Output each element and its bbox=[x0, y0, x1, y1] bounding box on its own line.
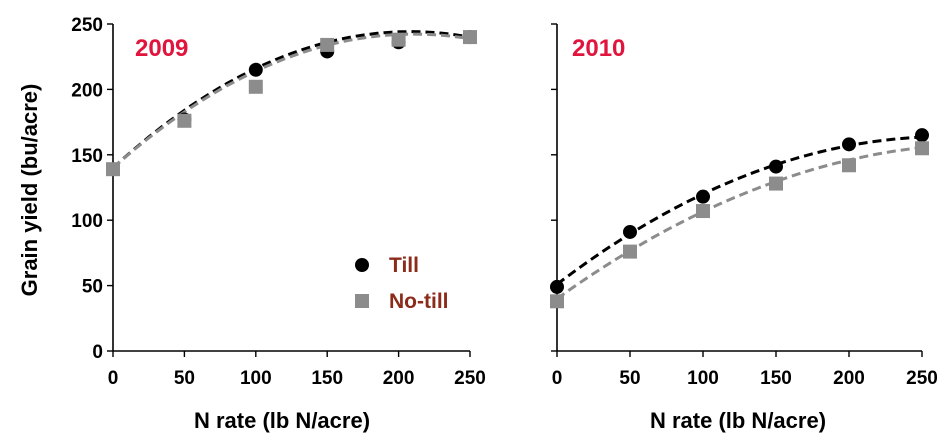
y-tick-label: 50 bbox=[82, 277, 103, 298]
x-tick-label: 50 bbox=[619, 368, 640, 389]
legend-label: Till bbox=[389, 254, 419, 277]
data-point-notill bbox=[696, 204, 710, 219]
x-axis-title-2010: N rate (lb N/acre) bbox=[650, 408, 826, 433]
x-tick-label: 250 bbox=[906, 368, 938, 389]
data-point-till bbox=[550, 279, 564, 294]
y-tick-label: 200 bbox=[71, 80, 103, 101]
x-tick-label: 50 bbox=[174, 368, 195, 389]
y-axis-title: Grain yield (bu/acre) bbox=[17, 84, 42, 297]
fit-curve-no-till bbox=[556, 145, 923, 300]
y-tick-label: 250 bbox=[71, 15, 103, 36]
data-point-notill bbox=[248, 79, 263, 94]
data-point-notill bbox=[463, 30, 477, 45]
data-point-till bbox=[915, 128, 929, 143]
data-point-till bbox=[696, 189, 710, 204]
data-point-notill bbox=[769, 176, 783, 191]
data-point-notill bbox=[106, 162, 120, 177]
x-axis-title-2009: N rate (lb N/acre) bbox=[194, 408, 370, 433]
data-point-notill bbox=[623, 244, 637, 259]
data-point-notill bbox=[550, 294, 564, 309]
x-tick-label: 0 bbox=[552, 368, 563, 389]
data-point-till bbox=[623, 224, 637, 239]
fit-curve-till bbox=[556, 135, 923, 286]
legend: Till No-till bbox=[355, 254, 448, 313]
fit-curve-no-till bbox=[112, 32, 471, 170]
legend-marker-till bbox=[355, 258, 369, 272]
data-point-notill bbox=[177, 113, 192, 128]
data-point-notill bbox=[391, 32, 406, 47]
data-point-notill bbox=[320, 37, 335, 52]
y-tick-label: 100 bbox=[71, 211, 103, 232]
x-tick-label: 100 bbox=[240, 368, 272, 389]
y-tick-label: 150 bbox=[71, 146, 103, 167]
x-tick-label: 100 bbox=[687, 368, 719, 389]
data-point-till bbox=[842, 137, 856, 152]
x-tick-label: 0 bbox=[108, 368, 119, 389]
data-point-till bbox=[769, 159, 783, 174]
legend-label: No-till bbox=[389, 290, 448, 313]
x-tick-label: 250 bbox=[454, 368, 486, 389]
panel-2010: 0 50 100 150 200 250 2010 bbox=[550, 23, 938, 389]
x-tick-label: 150 bbox=[760, 368, 792, 389]
data-point-till bbox=[248, 62, 263, 77]
data-point-notill bbox=[915, 141, 929, 156]
panel-year-label: 2010 bbox=[572, 35, 625, 62]
x-tick-label: 200 bbox=[383, 368, 415, 389]
x-tick-label: 200 bbox=[833, 368, 865, 389]
data-point-notill bbox=[842, 158, 856, 173]
y-tick-label: 0 bbox=[92, 342, 103, 363]
panel-year-label: 2009 bbox=[135, 35, 188, 62]
x-tick-label: 150 bbox=[311, 368, 343, 389]
legend-marker-notill bbox=[355, 294, 369, 308]
panel-2009: 0 50 100 150 200 250 0 50 100 150 200 250 2009 Till No… bbox=[71, 15, 486, 389]
